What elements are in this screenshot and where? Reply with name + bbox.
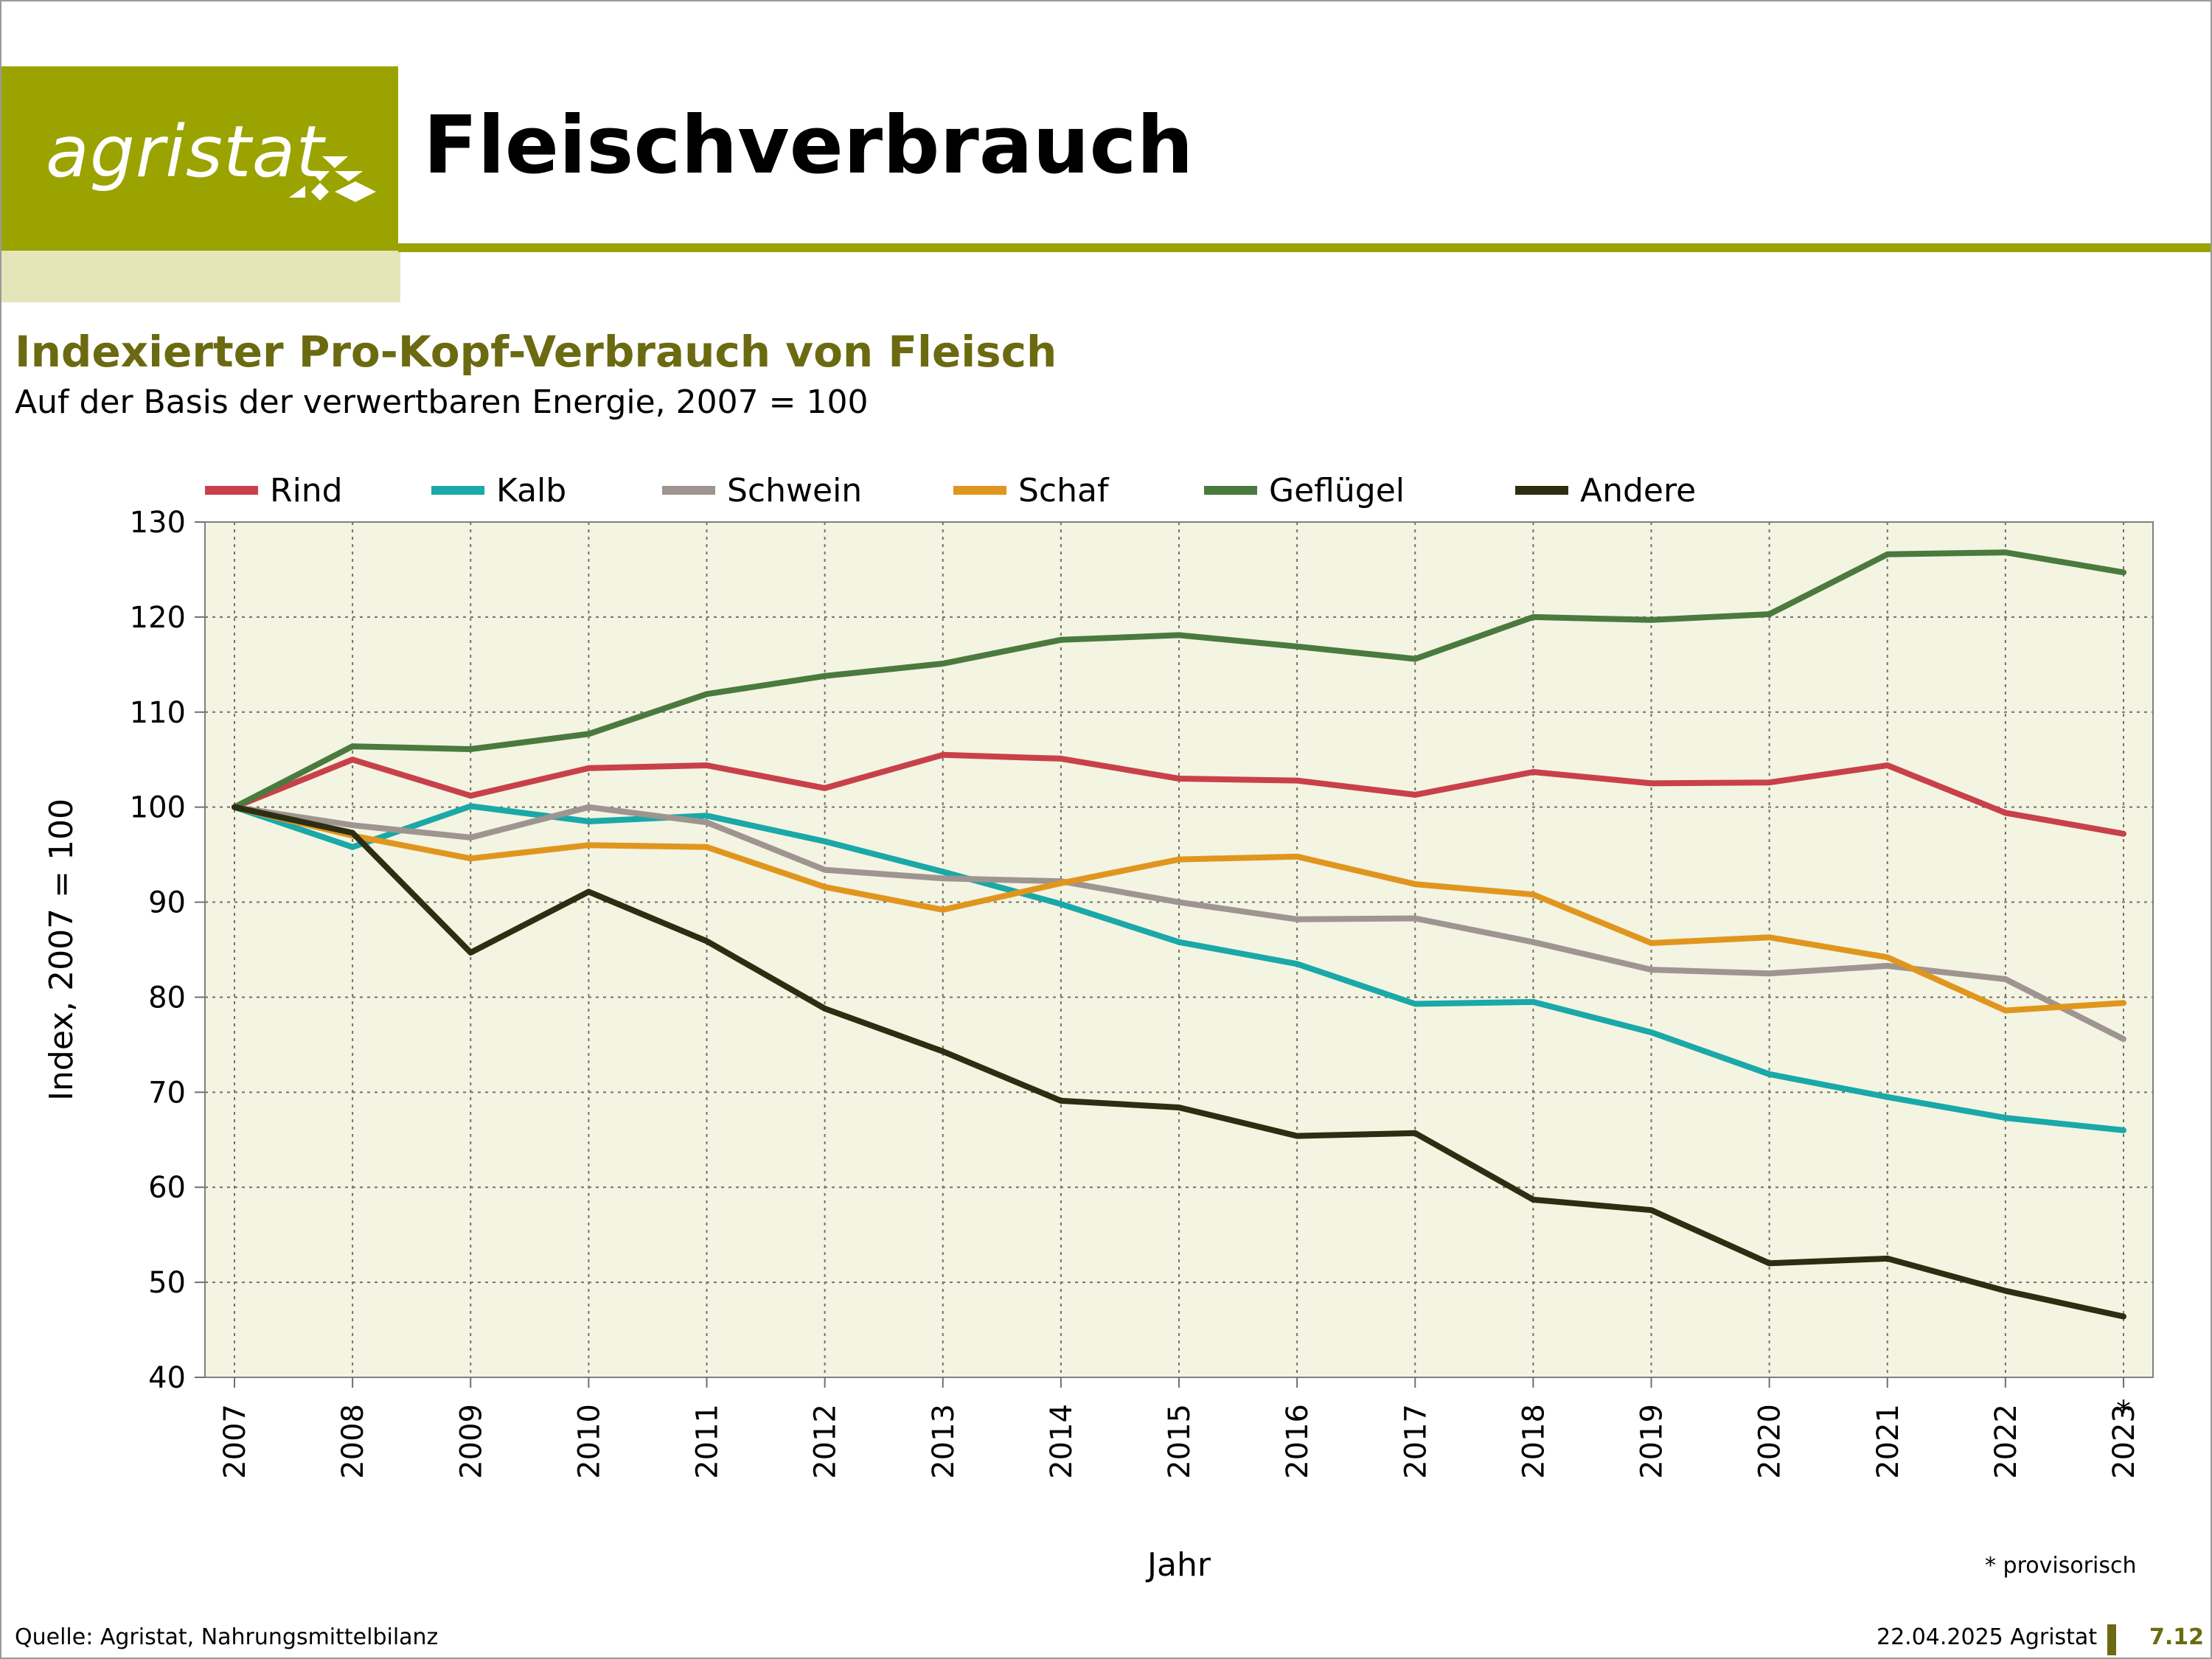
x-tick-label: 2020	[1753, 1404, 1787, 1479]
source-note: Quelle: Agristat, Nahrungsmittelbilanz	[15, 1624, 439, 1650]
logo-accent-bar	[1, 251, 400, 302]
x-tick-label: 2009	[454, 1404, 488, 1479]
y-tick-label: 40	[148, 1361, 186, 1395]
x-tick-label: 2012	[809, 1404, 843, 1479]
x-annotation: *	[2116, 1395, 2131, 1429]
page-title: Fleischverbrauch	[423, 100, 1194, 192]
x-tick-label: 2011	[691, 1404, 725, 1479]
series-line-schwein	[232, 804, 2126, 1043]
x-tick-label: 2022	[1989, 1404, 2023, 1479]
footer-date: 22.04.2025 Agristat	[1877, 1624, 2098, 1650]
x-tick-label: 2010	[572, 1404, 606, 1479]
agristat-logo: agristat	[1, 66, 398, 251]
series-line-geflügel	[232, 549, 2126, 810]
grid-lines	[205, 522, 2153, 1377]
y-tick-label: 80	[148, 981, 186, 1015]
y-tick-label: 110	[130, 696, 186, 730]
x-tick-label: 2007	[218, 1404, 252, 1479]
page-number: 7.12	[2149, 1624, 2205, 1650]
y-axis-label: Index, 2007 = 100	[43, 799, 80, 1101]
series-lines	[232, 549, 2126, 1320]
x-tick-label: 2014	[1045, 1404, 1079, 1479]
y-tick-label: 120	[130, 601, 186, 635]
x-tick-label: 2015	[1163, 1404, 1197, 1479]
y-tick-label: 70	[148, 1076, 186, 1110]
y-tick-labels: 40 50 60 70 80 90 100 110 120 130	[130, 506, 205, 1395]
header-rule	[398, 243, 2211, 252]
legend-label: Schwein	[727, 472, 862, 509]
x-tick-label: 2023	[2107, 1404, 2141, 1479]
legend-label: Schaf	[1018, 472, 1110, 509]
x-tick-label: 2008	[336, 1404, 370, 1479]
x-tick-label: 2019	[1635, 1404, 1669, 1479]
footnote: * provisorisch	[1985, 1553, 2137, 1579]
series-line-andere	[232, 804, 2126, 1320]
x-axis-label: Jahr	[1145, 1546, 1211, 1584]
chart-title: Indexierter Pro-Kopf-Verbrauch von Fleis…	[15, 327, 1057, 377]
logo-text: agristat	[46, 111, 325, 193]
x-tick-label: 2021	[1871, 1404, 1905, 1479]
logo-mark-icon	[289, 156, 376, 202]
legend-label: Andere	[1580, 472, 1696, 509]
y-tick-label: 100	[130, 791, 186, 825]
y-tick-label: 130	[130, 506, 186, 540]
x-tick-label: 2013	[927, 1404, 961, 1479]
series-line-rind	[232, 751, 2126, 837]
legend-label: Rind	[270, 472, 343, 509]
legend-label: Geflügel	[1269, 472, 1405, 509]
series-line-schaf	[232, 804, 2126, 1014]
y-tick-label: 50	[148, 1266, 186, 1300]
x-tick-labels: 2007 2008 2009 2010 2011 2012 2013 2014 2015 2016…	[218, 1377, 2141, 1479]
legend: Rind Kalb Schwein Schaf Geflügel Andere	[205, 472, 1696, 509]
x-tick-label: 2016	[1281, 1404, 1315, 1479]
y-tick-label: 90	[148, 886, 186, 920]
y-tick-label: 60	[148, 1171, 186, 1205]
x-tick-label: 2018	[1517, 1404, 1551, 1479]
x-tick-label: 2017	[1399, 1404, 1433, 1479]
legend-label: Kalb	[496, 472, 566, 509]
chart-subtitle: Auf der Basis der verwertbaren Energie, …	[15, 383, 869, 421]
footer-divider	[2107, 1624, 2116, 1655]
